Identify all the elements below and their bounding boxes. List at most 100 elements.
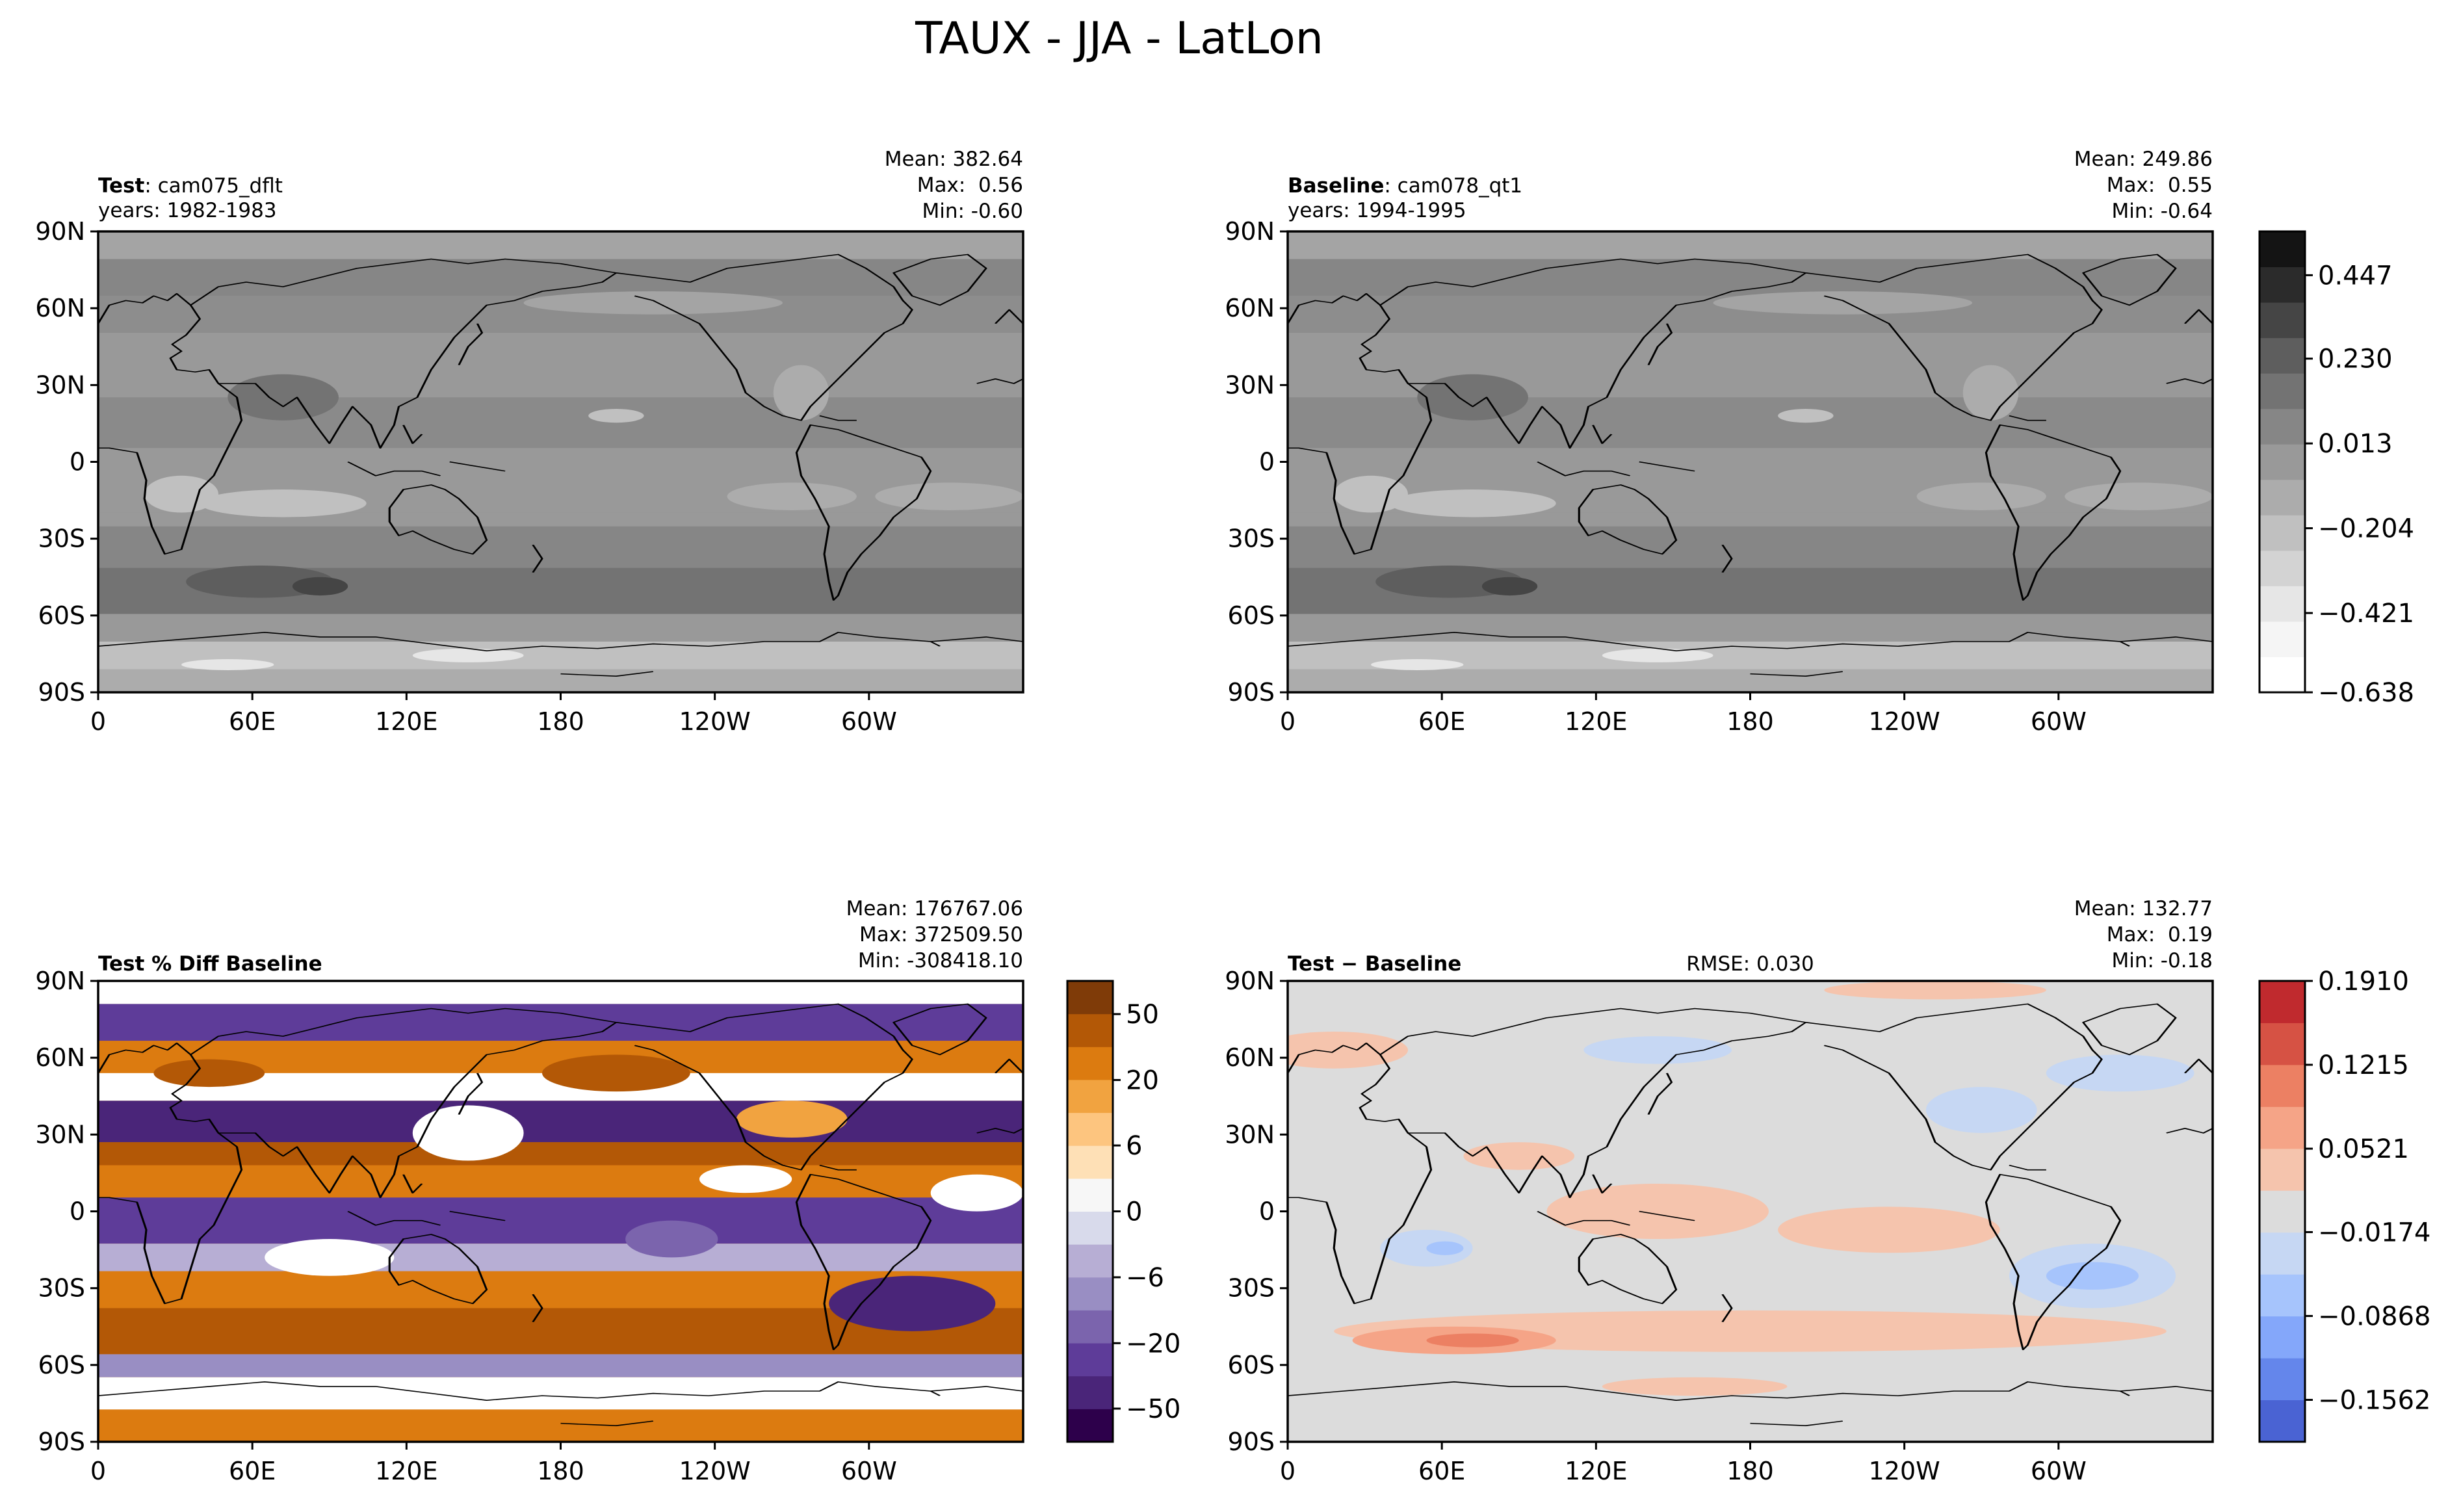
x-tick-label: 60W <box>841 1457 897 1485</box>
colorbar-level <box>2259 373 2305 410</box>
x-tick-label: 120W <box>679 1457 751 1485</box>
x-tick-label: 180 <box>537 1457 584 1485</box>
colorbar-level <box>1067 1145 1113 1179</box>
map-field-diff <box>1288 981 2213 1442</box>
x-tick-label: 0 <box>1280 707 1296 736</box>
colorbar-level <box>2259 1232 2305 1275</box>
colorbar-frame <box>2258 980 2306 1443</box>
x-tick-label: 120W <box>679 707 751 736</box>
map-panel-diff: 0 60E 120E 180 120W 60W 90N 60N 30N 0 30S 60S 90S Tes… <box>1225 897 2430 1485</box>
map-panel-test: 0 60E 120E 180 120W 60W 90N 60N 30N 0 30S 60S 90S Tes… <box>35 148 1024 736</box>
x-tick-label: 60E <box>229 1457 276 1485</box>
panel-stat: Mean: 176767.06 <box>846 897 1023 920</box>
y-tick-label: 60S <box>38 1351 85 1379</box>
panel-stat: Min: -0.60 <box>922 200 1023 223</box>
colorbar-tick-label: 50 <box>1126 1000 1159 1030</box>
map-panel-pctdiff: 0 60E 120E 180 120W 60W 90N 60N 30N 0 30S 60S 90S Tes… <box>35 897 1180 1485</box>
y-tick-label: 30S <box>1228 525 1275 553</box>
x-tick-label: 0 <box>1280 1457 1296 1485</box>
colorbar-level <box>2259 1190 2305 1233</box>
panel-title: Test: cam075_dflt <box>98 174 283 198</box>
x-tick-label: 60W <box>2031 1457 2087 1485</box>
panel-stat: Max: 0.55 <box>2107 174 2213 197</box>
y-tick-label: 30S <box>38 525 85 553</box>
y-tick-label: 90S <box>1228 678 1275 707</box>
colorbar-level <box>2259 231 2305 268</box>
x-tick-label: 60W <box>2031 707 2087 736</box>
colorbar-level <box>1067 1244 1113 1278</box>
colorbar-level <box>2259 1274 2305 1317</box>
y-tick-label: 90N <box>1225 217 1275 246</box>
y-tick-label: 30N <box>1225 1120 1275 1149</box>
y-tick-label: 90N <box>35 217 85 246</box>
colorbar-level <box>1067 1112 1113 1146</box>
colorbar-tick-label: −0.0868 <box>2318 1301 2430 1331</box>
colorbar-level <box>2259 1106 2305 1149</box>
x-tick-label: 180 <box>537 707 584 736</box>
colorbar-diff: 0.1910 0.1215 0.0521 −0.0174 −0.0868 −0.1562 <box>2258 967 2430 1443</box>
y-tick-label: 60S <box>38 601 85 630</box>
y-tick-label: 0 <box>1259 448 1275 476</box>
x-tick-label: 120W <box>1869 1457 1940 1485</box>
colorbar-level <box>2259 1358 2305 1401</box>
colorbar-level <box>1067 1310 1113 1344</box>
colorbar-level <box>2259 408 2305 445</box>
colorbar-tick-label: −0.638 <box>2318 678 2414 708</box>
colorbar-level <box>2259 1400 2305 1442</box>
panel-title-bold: Baseline <box>1288 174 1384 198</box>
panel-stat: Max: 0.56 <box>917 174 1023 197</box>
colorbar-frame <box>2258 230 2306 694</box>
colorbar-level <box>1067 1343 1113 1377</box>
colorbar-tick-label: 0.1215 <box>2318 1050 2409 1080</box>
colorbar-tick-label: 0.447 <box>2318 261 2393 291</box>
colorbar-tick-label: −6 <box>1126 1263 1164 1293</box>
y-tick-label: 60N <box>1225 294 1275 322</box>
rmse-label: RMSE: 0.030 <box>1686 952 1814 976</box>
panel-title-bold: Test <box>98 174 145 198</box>
panel-title: Baseline: cam078_qt1 <box>1288 174 1522 198</box>
x-tick-label: 120E <box>375 707 438 736</box>
panel-stat: Min: -0.64 <box>2111 200 2213 223</box>
colorbar-level <box>1067 981 1113 1015</box>
colorbar-level <box>1067 1047 1113 1080</box>
panel-stat: Mean: 132.77 <box>2074 897 2213 920</box>
map-panel-baseline: 0 60E 120E 180 120W 60W 90N 60N 30N 0 30S 60S 90S Bas… <box>1225 148 2414 736</box>
x-tick-label: 0 <box>90 707 106 736</box>
panel-stat: Min: -308418.10 <box>858 949 1023 972</box>
colorbar-tick-label: −0.421 <box>2318 599 2414 629</box>
colorbar-level <box>2259 1064 2305 1107</box>
colorbar-baseline: 0.447 0.230 0.013 −0.204 −0.421 −0.638 <box>2258 230 2414 708</box>
colorbar-level <box>1067 1375 1113 1409</box>
panel-title: Test % Diff Baseline <box>98 952 322 976</box>
x-tick-label: 120E <box>1565 1457 1628 1485</box>
panel-stat: Max: 0.19 <box>2107 923 2213 946</box>
y-tick-label: 30N <box>35 1120 85 1149</box>
y-tick-label: 30N <box>1225 371 1275 399</box>
panel-title-bold: Test − Baseline <box>1288 952 1461 976</box>
colorbar-level <box>2259 479 2305 515</box>
colorbar-pctdiff: 50 20 6 0 −6 −20 −50 <box>1066 980 1180 1443</box>
panel-stat: Min: -0.18 <box>2111 949 2213 972</box>
colorbar-level <box>2259 981 2305 1023</box>
y-tick-label: 0 <box>70 448 85 476</box>
colorbar-level <box>2259 515 2305 551</box>
colorbar-level <box>2259 302 2305 339</box>
y-tick-label: 60N <box>1225 1043 1275 1072</box>
colorbar-level <box>1067 1409 1113 1442</box>
colorbar-tick-label: −0.1562 <box>2318 1385 2430 1415</box>
map-field-baseline <box>1288 231 2213 692</box>
panel-title: Test − Baseline <box>1288 952 1461 976</box>
colorbar-tick-label: −0.204 <box>2318 514 2414 544</box>
colorbar-level <box>2259 1316 2305 1359</box>
map-field-test <box>98 231 1023 692</box>
y-tick-label: 0 <box>1259 1197 1275 1226</box>
colorbar-level <box>2259 267 2305 303</box>
colorbar-level <box>1067 1178 1113 1212</box>
panel-title-rest: : cam075_dflt <box>144 174 283 198</box>
colorbar-level <box>2259 444 2305 480</box>
colorbar-tick-label: −50 <box>1126 1394 1180 1424</box>
y-tick-label: 90S <box>38 678 85 707</box>
x-tick-label: 120E <box>375 1457 438 1485</box>
x-tick-label: 180 <box>1726 1457 1774 1485</box>
